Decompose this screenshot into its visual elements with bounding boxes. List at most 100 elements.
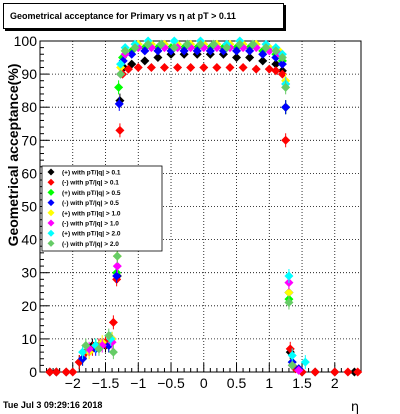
x-axis-label: η: [351, 400, 359, 414]
x-tick-label: 0.5: [227, 375, 247, 391]
data-point: [51, 367, 61, 377]
x-tick-label: 2: [331, 375, 339, 391]
data-point: [209, 39, 219, 49]
data-point: [232, 53, 242, 63]
legend-marker: [47, 178, 55, 186]
data-point: [284, 297, 294, 307]
data-point: [284, 271, 294, 281]
chart-title-box: Geometrical acceptance for Primary vs η …: [3, 3, 284, 29]
data-point: [108, 347, 118, 357]
data-point: [182, 39, 192, 49]
data-point: [261, 43, 271, 53]
y-tick-label: 90: [21, 66, 37, 82]
y-tick-label: 80: [21, 99, 37, 115]
data-point: [300, 357, 310, 367]
data-point: [45, 367, 55, 377]
data-point: [225, 62, 235, 72]
legend-label: (-) with pT/|q| > 2.0: [62, 241, 119, 248]
data-point: [169, 36, 179, 46]
data-point: [153, 53, 163, 63]
y-tick-label: 60: [21, 165, 37, 181]
data-point: [330, 367, 340, 377]
x-tick-label: −1: [130, 375, 146, 391]
data-point: [222, 43, 232, 53]
data-point: [104, 331, 114, 341]
data-point: [108, 317, 118, 327]
legend-label: (-) with pT/|q| > 1.0: [62, 221, 119, 228]
data-point: [245, 53, 255, 63]
series-group: [81, 39, 297, 370]
y-tick-label: 40: [21, 232, 37, 248]
data-point: [281, 82, 291, 92]
y-tick-label: 50: [21, 199, 37, 215]
data-point: [251, 64, 261, 74]
data-point: [143, 39, 153, 49]
data-point: [153, 46, 163, 56]
x-tick-label: −1.5: [92, 375, 120, 391]
legend-marker: [47, 209, 55, 217]
datestamp: Tue Jul 3 09:29:16 2018: [3, 400, 103, 410]
data-point: [353, 367, 363, 377]
data-point: [127, 49, 137, 59]
data-point: [140, 56, 150, 66]
data-point: [277, 69, 287, 79]
legend-box: [41, 165, 163, 252]
data-point: [116, 59, 126, 69]
legend-marker: [47, 219, 55, 227]
legend-marker: [47, 188, 55, 196]
x-tick-label: 1.5: [292, 375, 312, 391]
data-point: [287, 350, 297, 360]
data-point: [94, 344, 104, 354]
data-point: [251, 43, 261, 53]
data-point: [159, 62, 169, 72]
legend-label: (+) with pT/|q| > 0.1: [62, 170, 121, 177]
data-point: [112, 251, 122, 261]
data-point: [179, 46, 189, 56]
data-point: [238, 62, 248, 72]
data-point: [196, 39, 205, 49]
data-point: [186, 62, 196, 72]
data-point: [281, 102, 291, 112]
x-tick-label: −2: [65, 375, 81, 391]
legend-label: (-) with pT/|q| > 0.1: [62, 180, 119, 187]
data-point: [61, 367, 71, 377]
chart-title: Geometrical acceptance for Primary vs η …: [10, 11, 236, 21]
data-point: [281, 135, 291, 145]
y-tick-label: 0: [29, 364, 37, 380]
data-point: [112, 271, 122, 281]
data-point: [123, 64, 133, 74]
x-tick-label: −0.5: [157, 375, 185, 391]
data-point: [277, 59, 287, 69]
data-point: [271, 59, 281, 69]
data-point: [212, 62, 222, 72]
legend-marker: [47, 229, 55, 237]
legend-label: (+) with pT/|q| > 1.0: [62, 210, 121, 217]
data-point: [192, 46, 202, 56]
data-point: [232, 46, 242, 56]
data-point: [112, 261, 122, 271]
data-points: [45, 36, 363, 377]
data-point: [133, 62, 143, 72]
data-point: [156, 39, 166, 49]
data-point: [235, 39, 245, 49]
data-point: [127, 59, 137, 69]
data-point: [287, 360, 297, 370]
data-point: [277, 53, 287, 63]
axes: −2 −1.5 −1 −0.5 0 0.5 1 1.5 20102030405060708090…: [14, 33, 362, 391]
data-point: [271, 66, 281, 76]
data-point: [68, 367, 78, 377]
y-tick-label: 30: [21, 265, 37, 281]
data-point: [258, 56, 268, 66]
legend-marker: [47, 239, 55, 247]
data-point: [284, 288, 294, 298]
legend-label: (+) with pT/|q| > 0.5: [62, 190, 121, 197]
legend-label: (-) with pT/|q| > 0.5: [62, 200, 119, 207]
y-tick-label: 100: [14, 33, 38, 49]
x-tick-label: 1: [265, 375, 273, 391]
data-point: [140, 46, 150, 56]
data-point: [173, 62, 183, 72]
data-point: [248, 39, 258, 49]
data-point: [258, 49, 268, 59]
data-point: [245, 46, 255, 56]
